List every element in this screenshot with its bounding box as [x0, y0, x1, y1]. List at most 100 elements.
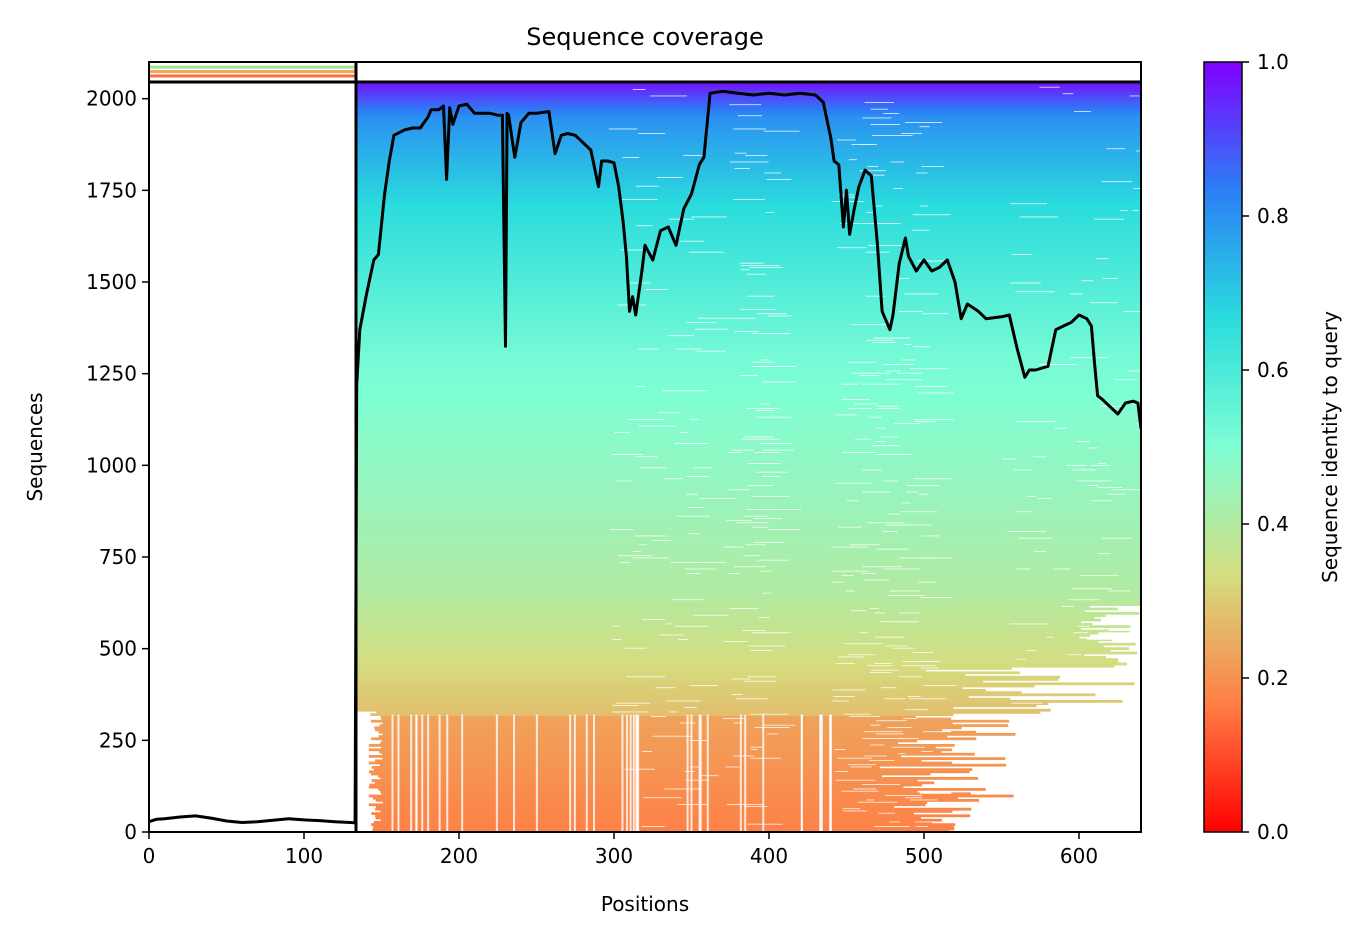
- alignment-gap: [913, 418, 954, 420]
- alignment-band: [355, 460, 1141, 463]
- alignment-band: [355, 339, 1141, 342]
- alignment-band: [355, 130, 1141, 133]
- alignment-band: [373, 821, 933, 824]
- coverage-line: [149, 89, 1141, 825]
- alignment-band: [355, 306, 1141, 309]
- alignment-gap: [698, 317, 734, 319]
- alignment-gap: [756, 416, 792, 418]
- alignment-band: [355, 279, 1141, 283]
- alignment-gap: [837, 656, 864, 658]
- alignment-gap: [841, 383, 859, 385]
- coverage-polyline: [149, 89, 1141, 825]
- alignment-band: [355, 433, 1141, 437]
- alignment-band: [355, 106, 1141, 109]
- alignment-gap: [848, 158, 857, 161]
- alignment-band: [355, 352, 1141, 356]
- colorbar-tick-label: 0.8: [1257, 204, 1289, 228]
- alignment-gap: [898, 752, 906, 755]
- alignment-gap: [438, 714, 441, 832]
- alignment-band: [355, 502, 1141, 505]
- alignment-band: [355, 348, 1141, 351]
- alignment-gap: [831, 570, 869, 572]
- alignment-band: [355, 200, 1141, 204]
- alignment-gap: [699, 714, 702, 832]
- alignment-band: [373, 825, 954, 829]
- alignment-gap: [639, 543, 647, 546]
- alignment-gap: [859, 143, 877, 145]
- alignment-band: [355, 449, 1141, 452]
- alignment-gap: [1136, 150, 1141, 152]
- alignment-gap: [655, 686, 676, 689]
- alignment-gap: [1081, 680, 1097, 682]
- alignment-gap: [635, 714, 638, 832]
- alignment-band: [355, 471, 1141, 474]
- alignment-band: [355, 453, 1141, 457]
- alignment-band: [355, 642, 1136, 646]
- alignment-band: [355, 559, 1141, 562]
- alignment-band: [355, 222, 1141, 226]
- alignment-band: [379, 724, 1009, 727]
- alignment-gap: [638, 132, 666, 134]
- alignment-band: [355, 154, 1141, 158]
- alignment-gap: [758, 508, 777, 510]
- alignment-band: [355, 257, 1141, 261]
- alignment-gap: [635, 455, 658, 458]
- alignment-gap: [729, 607, 759, 609]
- alignment-gap: [865, 565, 903, 568]
- chain-a-strip: [149, 65, 356, 69]
- alignment-gap: [1076, 480, 1112, 482]
- alignment-gap: [616, 702, 650, 704]
- alignment-gap: [1025, 649, 1037, 651]
- alignment-gap: [634, 535, 666, 537]
- alignment-gap: [1015, 803, 1026, 805]
- alignment-band: [355, 526, 1141, 529]
- alignment-gap: [847, 361, 876, 363]
- alignment-band: [355, 218, 1141, 221]
- alignment-gap: [904, 708, 929, 711]
- alignment-gap: [662, 389, 684, 392]
- alignment-band: [355, 521, 1141, 525]
- alignment-band: [355, 121, 1141, 125]
- alignment-band: [355, 403, 1141, 406]
- alignment-band: [355, 202, 1141, 206]
- alignment-gap: [677, 638, 689, 640]
- alignment-gap: [819, 714, 822, 832]
- alignment-band: [372, 827, 955, 831]
- alignment-gap: [893, 422, 921, 425]
- alignment-gap: [901, 359, 917, 361]
- alignment-band: [355, 473, 1141, 477]
- alignment-band: [355, 90, 1141, 94]
- alignment-band: [355, 530, 1141, 534]
- alignment-band: [355, 517, 1141, 521]
- alignment-gap: [687, 506, 704, 508]
- alignment-gap: [1032, 803, 1055, 805]
- alignment-gap: [1117, 788, 1141, 790]
- alignment-gap: [837, 246, 867, 249]
- x-tick-label: 500: [905, 844, 943, 868]
- alignment-band: [355, 141, 1141, 144]
- alignment-gap: [637, 714, 640, 832]
- alignment-gap: [1091, 673, 1121, 675]
- alignment-gap: [851, 372, 891, 374]
- alignment-gap: [629, 714, 632, 832]
- alignment-gap: [908, 697, 946, 700]
- alignment-gap: [898, 612, 921, 614]
- alignment-gap: [632, 714, 635, 832]
- alignment-band: [355, 242, 1141, 246]
- alignment-band: [355, 183, 1141, 186]
- alignment-gap: [886, 244, 904, 246]
- alignment-band: [355, 612, 1140, 615]
- alignment-band: [355, 565, 1141, 569]
- alignment-gap: [1069, 293, 1083, 295]
- alignment-band: [355, 145, 1141, 149]
- alignment-gap: [766, 211, 775, 213]
- alignment-band: [355, 216, 1141, 219]
- alignment-band: [355, 574, 1141, 578]
- alignment-gap: [731, 693, 743, 695]
- alignment-gap: [901, 664, 936, 667]
- alignment-band: [355, 114, 1141, 118]
- alignment-gap: [744, 515, 769, 517]
- alignment-band: [355, 629, 1130, 633]
- alignment-band: [355, 601, 1141, 604]
- alignment-gap: [867, 165, 879, 167]
